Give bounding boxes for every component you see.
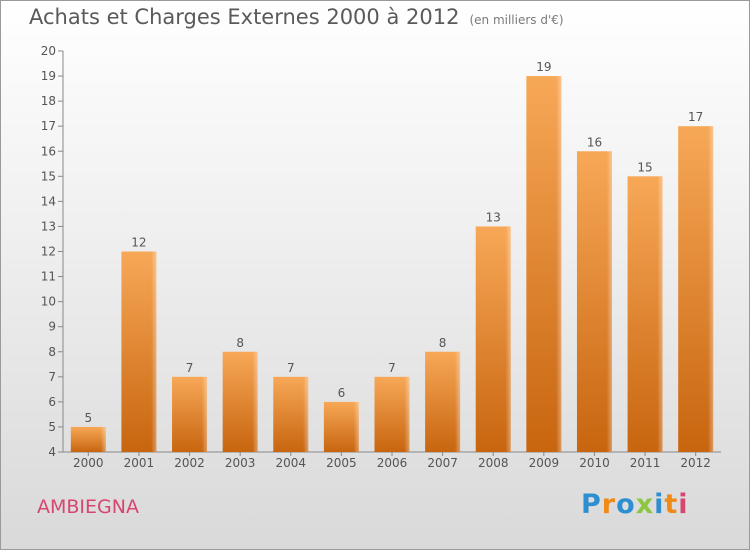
y-tick-label: 18	[41, 94, 56, 108]
data-label: 6	[338, 386, 346, 400]
data-label: 5	[84, 411, 92, 425]
bar-highlight	[526, 76, 562, 452]
x-tick-label: 2002	[174, 456, 205, 470]
y-tick-label: 19	[41, 69, 56, 83]
y-tick-label: 12	[41, 245, 56, 259]
y-tick-label: 7	[48, 370, 56, 384]
y-tick-label: 11	[41, 270, 56, 284]
x-tick-label: 2012	[680, 456, 711, 470]
chart-title: Achats et Charges Externes 2000 à 2012 (e…	[29, 5, 564, 29]
bar-highlight	[323, 401, 359, 452]
y-tick-label: 20	[41, 44, 56, 58]
data-label: 13	[486, 210, 501, 224]
data-label: 15	[637, 160, 652, 174]
bar-highlight	[222, 351, 258, 452]
y-tick-label: 8	[48, 345, 56, 359]
logo-letter: t	[664, 489, 679, 520]
bar-highlight	[172, 376, 208, 452]
data-label: 16	[587, 135, 602, 149]
bar-highlight	[121, 251, 157, 452]
data-label: 7	[287, 361, 295, 375]
data-label: 19	[536, 60, 551, 74]
y-tick-label: 17	[41, 119, 56, 133]
bar-highlight	[627, 176, 663, 452]
proxiti-logo: Proxiti	[581, 489, 689, 520]
data-label: 8	[236, 336, 244, 350]
data-label: 7	[388, 361, 396, 375]
bar-highlight	[273, 376, 309, 452]
logo-letter: x	[635, 489, 655, 520]
x-tick-label: 2000	[73, 456, 104, 470]
x-tick-label: 2008	[478, 456, 509, 470]
y-tick-label: 5	[48, 420, 56, 434]
logo-letter: P	[581, 489, 602, 520]
y-tick-label: 4	[48, 445, 56, 459]
logo-letter: r	[601, 489, 617, 520]
data-label: 12	[131, 236, 146, 250]
y-tick-label: 14	[41, 194, 56, 208]
y-tick-label: 15	[41, 169, 56, 183]
data-label: 8	[439, 336, 447, 350]
bar-highlight	[576, 151, 612, 452]
chart-title-text: Achats et Charges Externes 2000 à 2012	[29, 5, 460, 29]
y-tick-label: 9	[48, 320, 56, 334]
place-name: AMBIEGNA	[37, 496, 139, 518]
bar-highlight	[374, 376, 410, 452]
logo-letter: o	[616, 489, 636, 520]
y-tick-label: 16	[41, 144, 56, 158]
x-tick-label: 2004	[275, 456, 306, 470]
data-label: 7	[186, 361, 194, 375]
y-tick-label: 6	[48, 395, 56, 409]
data-label: 17	[688, 110, 703, 124]
x-tick-label: 2010	[579, 456, 610, 470]
bar-highlight	[678, 126, 714, 452]
x-tick-label: 2003	[225, 456, 256, 470]
x-tick-label: 2005	[326, 456, 357, 470]
x-tick-label: 2001	[124, 456, 155, 470]
x-tick-label: 2009	[529, 456, 560, 470]
bar-highlight	[475, 226, 511, 452]
x-tick-label: 2006	[377, 456, 408, 470]
x-tick-label: 2011	[630, 456, 661, 470]
x-tick-label: 2007	[427, 456, 458, 470]
y-tick-label: 10	[41, 295, 56, 309]
bar-highlight	[70, 426, 106, 452]
chart-subtitle: (en milliers d'€)	[469, 13, 564, 27]
logo-letter: i	[678, 489, 689, 520]
bar-highlight	[425, 351, 461, 452]
logo-letter: i	[654, 489, 665, 520]
y-tick-label: 13	[41, 219, 56, 233]
